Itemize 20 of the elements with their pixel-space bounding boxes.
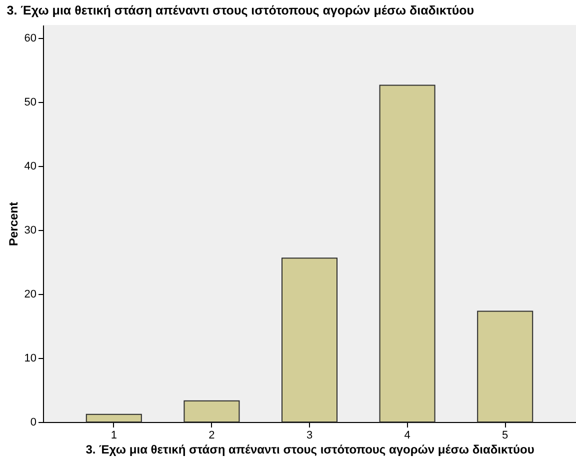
y-tick-label: 30 (24, 224, 36, 236)
x-tick-label: 4 (404, 430, 410, 442)
bar (477, 310, 534, 422)
y-tick-label: 50 (24, 96, 36, 108)
bar (86, 414, 142, 422)
x-tick-label: 5 (502, 430, 508, 442)
bar (379, 84, 436, 422)
bar (281, 258, 338, 422)
y-tick-label: 40 (24, 160, 36, 172)
chart-title: 3. Έχω μια θετική στάση απέναντι στους ιστότοπους αγορών μέσω διαδικτύου (6, 4, 474, 18)
y-tick-label: 10 (24, 352, 36, 364)
x-tick-label: 3 (306, 430, 313, 442)
y-axis-title: Percent (6, 202, 20, 246)
x-tick-label: 2 (208, 430, 215, 442)
y-tick-label: 60 (24, 32, 36, 44)
x-axis-title: 3. Έχω μια θετική στάση απέναντι στους ιστότοπους αγορών μέσω διαδικτύου (86, 442, 534, 456)
y-tick-label: 0 (30, 416, 36, 428)
x-tick-label: 1 (110, 430, 117, 442)
bar (184, 400, 240, 422)
y-tick-label: 20 (24, 288, 36, 300)
